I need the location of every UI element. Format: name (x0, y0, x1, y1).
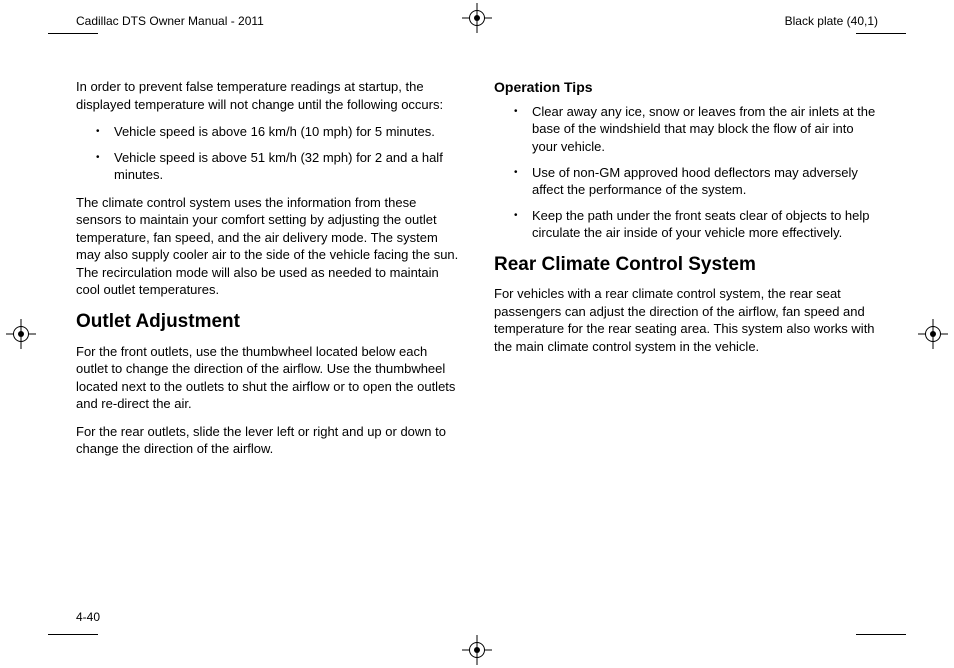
right-column: Operation Tips • Clear away any ice, sno… (494, 78, 878, 608)
list-item: • Vehicle speed is above 51 km/h (32 mph… (76, 149, 460, 184)
crop-mark (48, 33, 98, 34)
climate-system-paragraph: The climate control system uses the info… (76, 194, 460, 299)
list-item: • Clear away any ice, snow or leaves fro… (494, 103, 878, 156)
page-header: Cadillac DTS Owner Manual - 2011 Black p… (76, 14, 878, 28)
rear-climate-heading: Rear Climate Control System (494, 252, 878, 278)
bullet-icon: • (514, 207, 532, 242)
plate-label: Black plate (40,1) (785, 14, 878, 28)
list-item: • Vehicle speed is above 16 km/h (10 mph… (76, 123, 460, 141)
registration-mark-bottom (462, 635, 492, 665)
left-column: In order to prevent false temperature re… (76, 78, 460, 608)
manual-title: Cadillac DTS Owner Manual - 2011 (76, 14, 264, 28)
bullet-icon: • (96, 149, 114, 184)
crop-mark (856, 33, 906, 34)
list-item: • Keep the path under the front seats cl… (494, 207, 878, 242)
operation-tips-heading: Operation Tips (494, 78, 878, 97)
registration-mark-left (6, 319, 36, 349)
bullet-icon: • (514, 164, 532, 199)
outlet-adjustment-heading: Outlet Adjustment (76, 309, 460, 335)
list-item-text: Use of non-GM approved hood deflectors m… (532, 164, 878, 199)
list-item-text: Keep the path under the front seats clea… (532, 207, 878, 242)
speed-conditions-list: • Vehicle speed is above 16 km/h (10 mph… (76, 123, 460, 184)
bullet-icon: • (514, 103, 532, 156)
content-area: In order to prevent false temperature re… (76, 78, 878, 608)
list-item-text: Vehicle speed is above 16 km/h (10 mph) … (114, 123, 435, 141)
list-item: • Use of non-GM approved hood deflectors… (494, 164, 878, 199)
crop-mark (856, 634, 906, 635)
bullet-icon: • (96, 123, 114, 141)
page-number: 4-40 (76, 610, 100, 624)
intro-paragraph: In order to prevent false temperature re… (76, 78, 460, 113)
rear-climate-paragraph: For vehicles with a rear climate control… (494, 285, 878, 355)
list-item-text: Vehicle speed is above 51 km/h (32 mph) … (114, 149, 460, 184)
crop-mark (48, 634, 98, 635)
registration-mark-right (918, 319, 948, 349)
list-item-text: Clear away any ice, snow or leaves from … (532, 103, 878, 156)
operation-tips-list: • Clear away any ice, snow or leaves fro… (494, 103, 878, 242)
rear-outlets-paragraph: For the rear outlets, slide the lever le… (76, 423, 460, 458)
front-outlets-paragraph: For the front outlets, use the thumbwhee… (76, 343, 460, 413)
